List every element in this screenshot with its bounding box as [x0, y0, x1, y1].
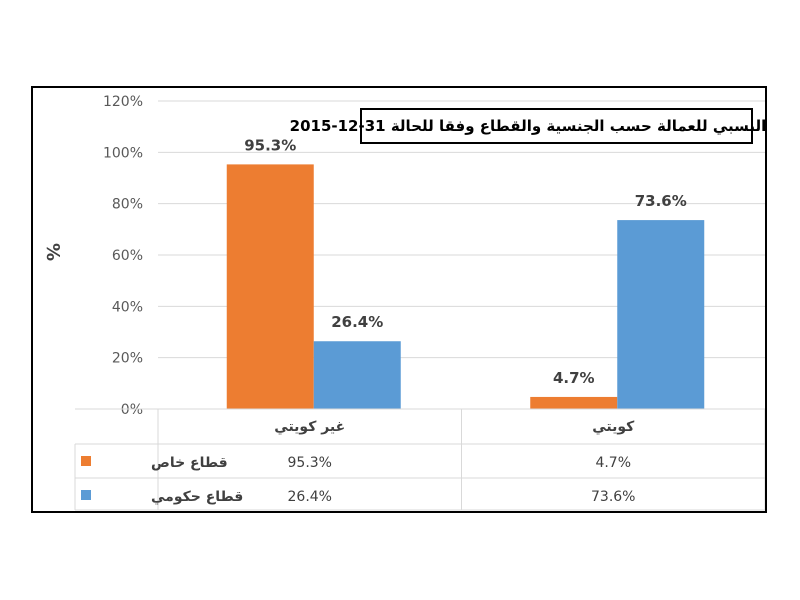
chart-frame: 0% 20% 40% 60% 80% 100% 120% 95.3% 26.4% 4.7% 73.6…	[31, 86, 767, 513]
table-cell: 73.6%	[591, 489, 635, 505]
data-label: 73.6%	[635, 192, 687, 210]
legend-swatch	[81, 456, 91, 466]
y-tick-label: 80%	[112, 197, 143, 213]
y-axis-title: %	[42, 243, 63, 261]
chart-title: التوزيع النسبي للعمالة حسب الجنسية والقط…	[290, 117, 765, 135]
y-tick-label: 60%	[112, 248, 143, 264]
data-label: 95.3%	[244, 136, 296, 154]
legend-label: قطاع حكومي	[151, 489, 243, 505]
chart-title-box: التوزيع النسبي للعمالة حسب الجنسية والقط…	[290, 108, 765, 144]
y-tick-label: 40%	[112, 299, 143, 315]
y-tick-label: 100%	[103, 145, 143, 161]
bar-chart: 0% 20% 40% 60% 80% 100% 120% 95.3% 26.4% 4.7% 73.6…	[42, 94, 765, 511]
table-cell: 95.3%	[288, 455, 332, 471]
y-tick-label: 120%	[103, 94, 143, 110]
category-label: كويتي	[592, 419, 635, 435]
y-tick-label: 20%	[112, 351, 143, 367]
legend-label: قطاع خاص	[151, 455, 228, 471]
data-label: 4.7%	[553, 369, 595, 387]
y-tick-label: 0%	[121, 402, 143, 418]
table-cell: 4.7%	[595, 455, 631, 471]
category-label: غير كويتي	[274, 419, 345, 435]
data-label: 26.4%	[331, 313, 383, 331]
table-cell: 26.4%	[288, 489, 332, 505]
bar	[313, 341, 401, 409]
bar	[226, 164, 314, 409]
legend-swatch	[81, 490, 91, 500]
bar	[530, 396, 618, 409]
bar	[617, 220, 705, 409]
